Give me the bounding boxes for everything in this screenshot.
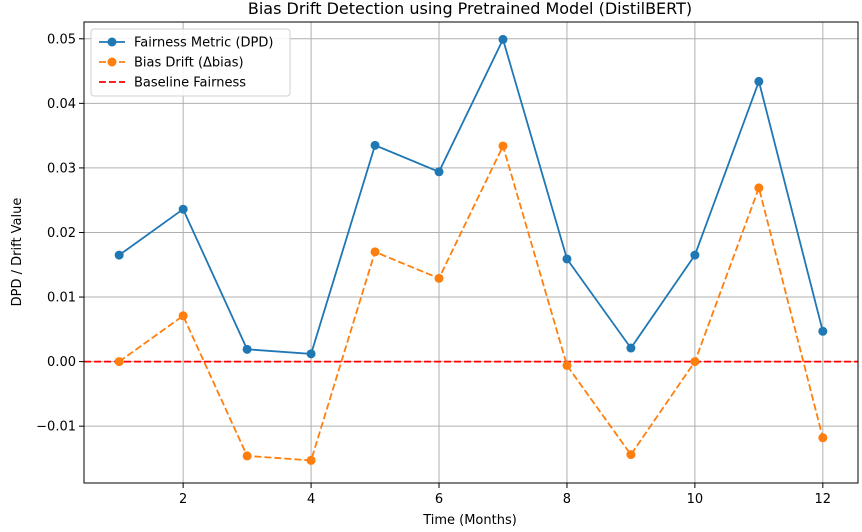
legend-label: Bias Drift (Δbias) bbox=[134, 56, 244, 71]
y-tick-label: 0.02 bbox=[47, 226, 76, 241]
data-point bbox=[242, 344, 252, 354]
legend-box bbox=[90, 28, 291, 97]
chart-title: Bias Drift Detection using Pretrained Mo… bbox=[248, 0, 692, 18]
data-point bbox=[498, 141, 508, 151]
data-point bbox=[562, 254, 572, 264]
x-axis-ticks: 2 4 6 8 10 12 bbox=[179, 483, 831, 507]
y-axis-label: DPD / Drift Value bbox=[10, 198, 25, 307]
legend-marker bbox=[107, 37, 117, 47]
plot-frame bbox=[83, 21, 859, 484]
x-tick-label: 12 bbox=[815, 492, 832, 507]
data-point bbox=[370, 247, 380, 257]
data-point bbox=[818, 433, 828, 443]
data-point bbox=[626, 343, 636, 353]
data-point bbox=[626, 450, 636, 460]
series-1 bbox=[114, 34, 828, 359]
data-point bbox=[370, 140, 380, 150]
y-tick-label: 0.03 bbox=[47, 161, 76, 176]
y-tick-label: 0.04 bbox=[47, 97, 76, 112]
series-2 bbox=[114, 141, 828, 465]
data-point bbox=[690, 357, 700, 367]
y-tick-label: 0.01 bbox=[47, 291, 76, 306]
x-tick-label: 6 bbox=[435, 492, 443, 507]
data-point bbox=[306, 349, 316, 359]
legend-label: Baseline Fairness bbox=[134, 76, 246, 91]
data-point bbox=[434, 273, 444, 283]
y-tick-label: −0.01 bbox=[36, 420, 76, 435]
data-point bbox=[818, 326, 828, 336]
series-line bbox=[118, 36, 824, 355]
data-point bbox=[178, 311, 188, 321]
data-point bbox=[178, 204, 188, 214]
x-tick-label: 8 bbox=[563, 492, 571, 507]
legend: Fairness Metric (DPD) Bias Drift (Δbias) B… bbox=[90, 28, 291, 97]
y-tick-label: 0.05 bbox=[47, 32, 76, 47]
series-layer bbox=[114, 34, 828, 465]
data-point bbox=[242, 451, 252, 461]
legend-marker bbox=[107, 57, 117, 67]
data-point bbox=[754, 183, 764, 193]
x-tick-label: 2 bbox=[179, 492, 187, 507]
legend-label: Fairness Metric (DPD) bbox=[134, 36, 273, 51]
series-line bbox=[118, 143, 824, 462]
data-point bbox=[434, 167, 444, 177]
data-point bbox=[306, 455, 316, 465]
data-point bbox=[690, 250, 700, 260]
data-point bbox=[562, 360, 572, 370]
data-point bbox=[114, 250, 124, 260]
x-axis-label: Time (Months) bbox=[422, 513, 517, 528]
data-point bbox=[754, 76, 764, 86]
data-point bbox=[114, 357, 124, 367]
x-tick-label: 4 bbox=[307, 492, 315, 507]
y-tick-label: 0.00 bbox=[47, 355, 76, 370]
data-point bbox=[498, 34, 508, 44]
y-axis-ticks: −0.01 0.00 0.01 0.02 0.03 0.04 0.05 bbox=[36, 32, 84, 435]
x-tick-label: 10 bbox=[687, 492, 704, 507]
